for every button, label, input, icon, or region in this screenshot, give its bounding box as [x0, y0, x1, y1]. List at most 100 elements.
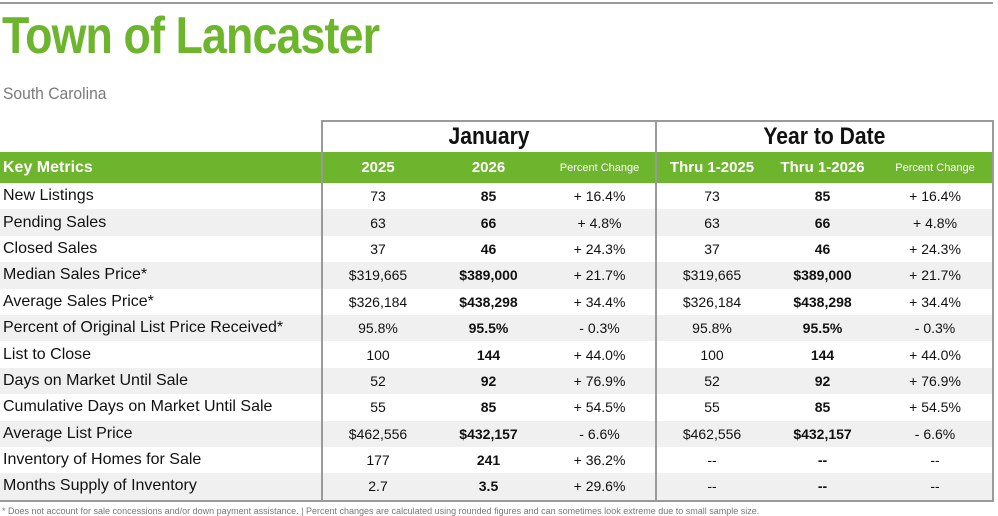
table-row: New Listings 73 85 + 16.4% 73 85 + 16.4% [0, 183, 995, 210]
footnote: * Does not account for sale concessions … [2, 506, 760, 516]
group-header-ytd: Year to Date [655, 120, 995, 152]
value-thru-2025: $319,665 [655, 262, 768, 289]
value-2026: 241 [476, 452, 501, 469]
value-2025: 2.7 [321, 473, 433, 502]
value-thru-2025: 37 [655, 235, 768, 263]
page-title: Town of Lancaster [2, 7, 380, 65]
value-2026: $389,000 [433, 262, 544, 289]
pct-change-monthly: + 21.7% [544, 262, 657, 289]
value-thru-2025: 95.8% [655, 314, 768, 342]
value-thru-2026: 66 [767, 209, 879, 236]
value-thru-2025: 63 [655, 209, 768, 236]
table-row: Pending Sales 63 66 + 4.8% 63 66 + 4.8% [0, 209, 995, 236]
value-thru-2025: 100 [655, 341, 768, 368]
pct-change-monthly: + 76.9% [544, 367, 657, 395]
top-rule [0, 2, 993, 4]
column-header-pct-ytd: Percent Change [878, 152, 995, 183]
value-2025: 100 [321, 341, 433, 368]
table-row: Days on Market Until Sale 52 92 + 76.9% 52 92… [0, 367, 995, 395]
metric-name: Median Sales Price* [0, 262, 322, 289]
value-thru-2026: $389,000 [767, 262, 879, 289]
value-2025: 177 [321, 446, 433, 474]
table-row: Median Sales Price* $319,665 $389,000 + 21.… [0, 262, 995, 289]
value-thru-2026: -- [817, 452, 828, 469]
pct-change-monthly: + 44.0% [573, 346, 626, 363]
value-2026: 92 [433, 367, 544, 395]
pct-change-ytd: - 0.3% [878, 314, 995, 342]
table-row: Closed Sales 37 46 + 24.3% 37 46 + 24.3% [0, 235, 995, 263]
value-thru-2026: -- [767, 473, 879, 502]
value-thru-2026: $438,298 [793, 293, 852, 310]
metrics-body: New Listings 73 85 + 16.4% 73 85 + 16.4% Pendin… [0, 183, 995, 502]
value-2026: $438,298 [459, 293, 518, 310]
metric-name: Days on Market Until Sale [0, 367, 322, 395]
key-metrics-table: January Year to Date Key Metrics 2025 20… [0, 120, 995, 502]
pct-change-monthly: + 24.3% [573, 240, 626, 257]
pct-change-ytd: + 24.3% [878, 235, 995, 263]
metric-name: Inventory of Homes for Sale [3, 451, 202, 469]
pct-change-monthly: - 6.6% [544, 420, 657, 447]
value-2025: $319,665 [321, 262, 433, 289]
column-header-metric: Key Metrics [0, 152, 322, 183]
value-thru-2026: 85 [814, 188, 831, 205]
table-row: Average List Price $462,556 $432,157- 6.6%… [0, 420, 995, 447]
table-row: Months Supply of Inventory 2.7 3.5 + 29.6% -… [0, 473, 995, 502]
table-row: Cumulative Days on Market Until Sale 55 85… [0, 394, 995, 421]
pct-change-ytd: + 54.5% [878, 394, 995, 421]
column-header-2025: 2025 [321, 152, 433, 183]
pct-change-ytd: + 44.0% [878, 341, 995, 368]
value-2025: 73 [321, 183, 433, 210]
pct-change-monthly: + 16.4% [573, 188, 626, 205]
value-thru-2026: 144 [810, 346, 835, 363]
pct-change-monthly: - 0.3% [544, 314, 657, 342]
table-row: Average Sales Price* $326,184 $438,298 + 34… [0, 288, 995, 315]
metric-name: Cumulative Days on Market Until Sale [3, 398, 273, 416]
pct-change-monthly: + 4.8% [544, 209, 657, 236]
column-header-2026: 2026 [433, 152, 544, 183]
pct-change-ytd: - 6.6% [878, 420, 995, 447]
pct-change-ytd: -- [878, 473, 995, 502]
pct-change-ytd: -- [878, 446, 995, 474]
pct-change-ytd: + 21.7% [878, 262, 995, 289]
value-2025: 52 [321, 367, 433, 395]
value-thru-2025: $326,184 [655, 288, 768, 315]
value-2026: 95.5% [433, 314, 544, 342]
metric-name: Closed Sales [3, 239, 98, 257]
value-thru-2025: 73 [655, 183, 768, 210]
value-thru-2025: $462,556 [655, 420, 768, 447]
metric-name: Average List Price [0, 420, 322, 447]
metric-name: New Listings [3, 187, 94, 205]
column-header-thru-2025: Thru 1-2025 [655, 152, 768, 183]
value-2026: 85 [480, 399, 497, 416]
pct-change-monthly: + 34.4% [573, 293, 626, 310]
value-2026: 46 [480, 240, 497, 257]
value-2025: 55 [321, 394, 433, 421]
group-header-monthly: January [320, 120, 657, 152]
value-2025: 95.8% [321, 314, 433, 342]
metric-name: Months Supply of Inventory [0, 473, 322, 502]
value-2025: $462,556 [321, 420, 433, 447]
value-thru-2026: 46 [814, 240, 831, 257]
metric-name: Average Sales Price* [3, 292, 154, 310]
value-thru-2026: 85 [814, 399, 831, 416]
value-2026: 144 [476, 346, 501, 363]
value-2026: 85 [480, 188, 497, 205]
pct-change-monthly: + 36.2% [573, 452, 626, 469]
value-2026: $432,157 [433, 420, 544, 447]
column-header-pct-monthly: Percent Change [544, 152, 657, 183]
value-thru-2026: $432,157 [767, 420, 879, 447]
table-row: List to Close 100 144 + 44.0% 100 144 + 44.0% [0, 341, 995, 368]
column-header-thru-2026: Thru 1-2026 [767, 152, 879, 183]
value-2025: 63 [321, 209, 433, 236]
table-row: Percent of Original List Price Received*… [0, 314, 995, 342]
metric-name: Pending Sales [0, 209, 322, 236]
value-2026: 66 [433, 209, 544, 236]
pct-change-monthly: + 54.5% [573, 399, 626, 416]
value-thru-2025: -- [655, 473, 768, 502]
pct-change-monthly: + 29.6% [544, 473, 657, 502]
value-2025: $326,184 [321, 288, 433, 315]
pct-change-ytd: + 34.4% [878, 288, 995, 315]
value-thru-2026: 92 [767, 367, 879, 395]
metric-name: Percent of Original List Price Received* [0, 314, 322, 342]
column-header-row: Key Metrics 2025 2026 Percent Change Thr… [0, 152, 995, 183]
